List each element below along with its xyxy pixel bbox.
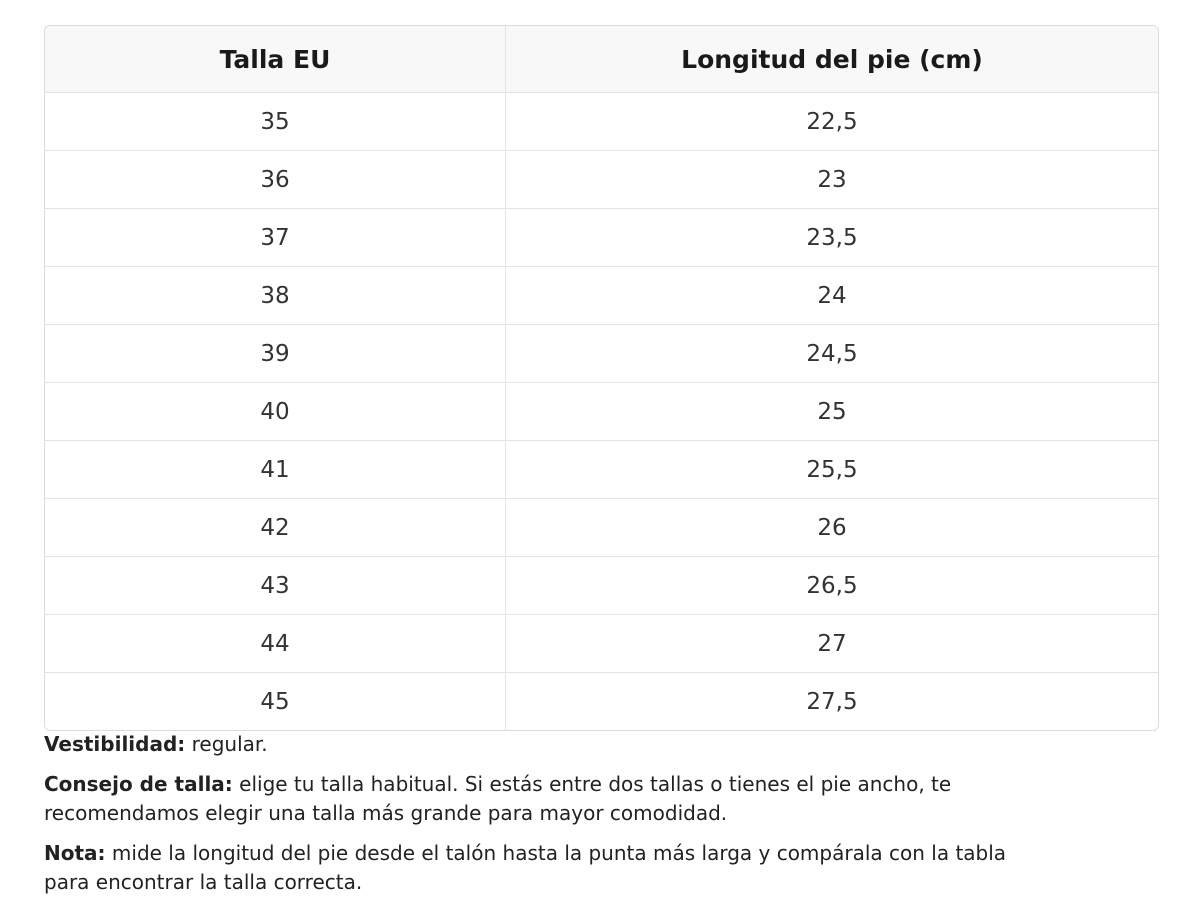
table-row: 45 27,5 (45, 673, 1158, 730)
table-cell: 25,5 (506, 441, 1158, 499)
table-row: 39 24,5 (45, 325, 1158, 383)
table-row: 40 25 (45, 383, 1158, 441)
table-row: 41 25,5 (45, 441, 1158, 499)
size-table-container: Talla EU Longitud del pie (cm) 35 22,5 36 23… (44, 25, 1159, 731)
note-text: mide la longitud del pie desde el talón … (44, 841, 1007, 894)
table-cell: 23,5 (506, 209, 1158, 267)
note-text: regular. (191, 732, 268, 756)
table-cell: 24 (506, 267, 1158, 325)
table-row: 43 26,5 (45, 557, 1158, 615)
table-cell: 40 (45, 383, 506, 441)
size-table: Talla EU Longitud del pie (cm) 35 22,5 36 23… (44, 25, 1159, 731)
table-cell: 44 (45, 615, 506, 673)
table-cell: 23 (506, 151, 1158, 209)
table-row: 37 23,5 (45, 209, 1158, 267)
table-cell: 22,5 (506, 93, 1158, 151)
table-row: 36 23 (45, 151, 1158, 209)
note: Nota: mide la longitud del pie desde el … (44, 839, 1014, 897)
table-cell: 38 (45, 267, 506, 325)
table-cell: 35 (45, 93, 506, 151)
table-cell: 27,5 (806, 688, 858, 715)
note-label: Nota: (44, 841, 106, 865)
table-cell: 26,5 (506, 557, 1158, 615)
header-cell: Longitud del pie (cm) (506, 26, 1158, 93)
table-cell: 43 (45, 557, 506, 615)
header-row: Talla EU Longitud del pie (cm) (45, 26, 1158, 93)
table-cell: 45 (45, 673, 506, 730)
table-cell: 36 (45, 151, 506, 209)
note-label: Vestibilidad: (44, 732, 186, 756)
table-cell: 26 (506, 499, 1158, 557)
table-cell: 39 (45, 325, 506, 383)
table-row: 44 27 (45, 615, 1158, 673)
table-row: 35 22,5 (45, 93, 1158, 151)
table-row: 42 26 (45, 499, 1158, 557)
table-cell: 27 (506, 615, 1158, 673)
table-cell: 37 (45, 209, 506, 267)
note: Consejo de talla: elige tu talla habitua… (44, 770, 1014, 828)
notes: Vestibilidad: regular. Consejo de talla: … (44, 730, 1014, 908)
table-body: 35 22,5 36 23 37 23,5 38 24 39 24,5 40 25 41 25,5 42 26… (45, 93, 1158, 730)
note-text: elige tu talla habitual. Si estás entre … (44, 772, 952, 825)
table-row: 38 24 (45, 267, 1158, 325)
table-cell: 41 (45, 441, 506, 499)
table-cell: 42 (45, 499, 506, 557)
note: Vestibilidad: regular. (44, 730, 1014, 759)
table-header: Talla EU Longitud del pie (cm) (45, 26, 1158, 93)
table-cell: 24,5 (506, 325, 1158, 383)
header-cell: Talla EU (45, 26, 506, 93)
note-label: Consejo de talla: (44, 772, 233, 796)
table-cell: 25 (506, 383, 1158, 441)
